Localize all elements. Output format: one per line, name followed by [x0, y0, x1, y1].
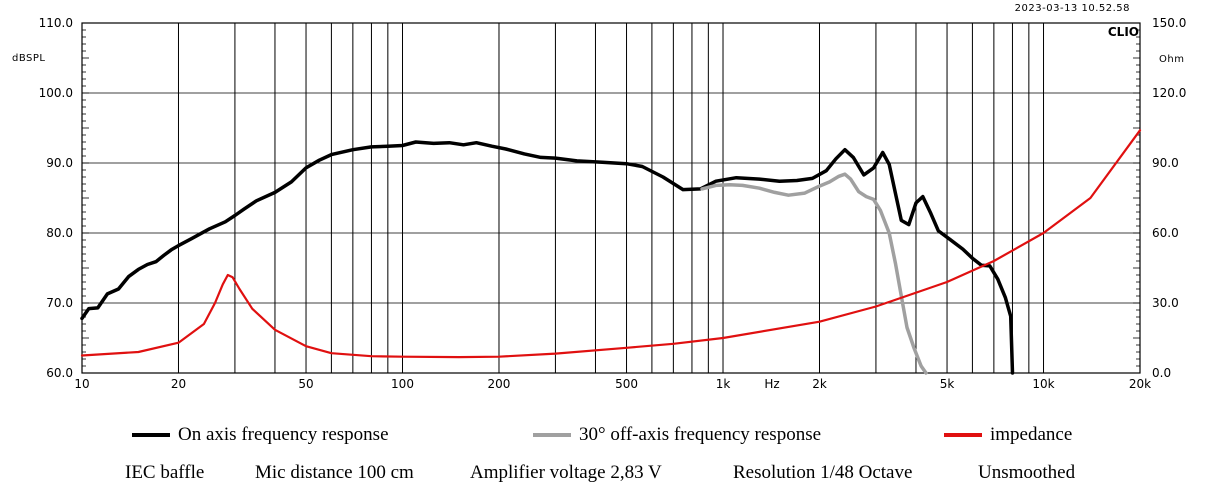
left-tick-label: 110.0 — [39, 16, 73, 30]
legend-swatch-impedance — [944, 433, 982, 437]
x-tick-label: 5k — [940, 377, 955, 391]
x-axis-unit: Hz — [764, 377, 779, 391]
meta-baffle: IEC baffle — [125, 462, 205, 483]
x-tick-label: 20k — [1129, 377, 1151, 391]
x-tick-label: 100 — [391, 377, 414, 391]
x-tick-label: 20 — [171, 377, 186, 391]
chart-axis-labels: 60.0 70.0 80.0 90.0 100.0 110.0 0.0 30.0 60.0 90.… — [39, 16, 1187, 391]
legend-swatch-on-axis — [132, 433, 170, 437]
legend-label-off-axis: 30° off-axis frequency response — [579, 424, 822, 445]
right-tick-label: 150.0 — [1152, 16, 1186, 30]
left-tick-label: 100.0 — [39, 86, 73, 100]
legend-label-on-axis: On axis frequency response — [178, 424, 389, 445]
brand-label: CLIO — [1108, 25, 1139, 39]
legend-item-impedance: impedance — [944, 424, 1072, 446]
off-axis-response-line — [700, 172, 928, 375]
left-tick-label: 60.0 — [46, 366, 73, 380]
right-tick-label: 120.0 — [1152, 86, 1186, 100]
meta-amplifier-voltage: Amplifier voltage 2,83 V — [470, 462, 662, 483]
measurement-info: IEC baffle Mic distance 100 cm Amplifier… — [0, 462, 1224, 486]
x-tick-label: 500 — [615, 377, 638, 391]
x-tick-label: 10k — [1032, 377, 1054, 391]
right-tick-label: 0.0 — [1152, 366, 1171, 380]
legend-item-on-axis: On axis frequency response — [132, 424, 389, 446]
legend-swatch-off-axis — [533, 433, 571, 437]
frequency-response-chart: 60.0 70.0 80.0 90.0 100.0 110.0 0.0 30.0 60.0 90.… — [12, 3, 1187, 391]
left-tick-label: 90.0 — [46, 156, 73, 170]
x-tick-label: 1k — [716, 377, 731, 391]
impedance-line — [80, 129, 1142, 359]
meta-smoothing: Unsmoothed — [978, 462, 1076, 483]
x-tick-label: 10 — [74, 377, 89, 391]
right-tick-label: 60.0 — [1152, 226, 1179, 240]
chart-timestamp: 2023-03-13 10.52.58 — [1015, 3, 1130, 14]
chart-series-layer — [80, 129, 1142, 375]
left-tick-label: 80.0 — [46, 226, 73, 240]
meta-mic-distance: Mic distance 100 cm — [255, 462, 414, 483]
legend: On axis frequency response 30° off-axis … — [0, 424, 1224, 448]
meta-resolution: Resolution 1/48 Octave — [733, 462, 913, 483]
right-axis-unit: Ohm — [1159, 54, 1184, 65]
legend-label-impedance: impedance — [990, 424, 1073, 445]
x-tick-label: 2k — [812, 377, 827, 391]
chart-grid — [81, 22, 1141, 374]
right-tick-label: 30.0 — [1152, 296, 1179, 310]
plot-frame — [81, 22, 1141, 374]
right-tick-label: 90.0 — [1152, 156, 1179, 170]
left-axis-unit: dBSPL — [12, 53, 45, 64]
left-tick-label: 70.0 — [46, 296, 73, 310]
x-tick-label: 200 — [488, 377, 511, 391]
on-axis-response-line — [80, 140, 1015, 375]
x-tick-label: 50 — [298, 377, 313, 391]
legend-item-off-axis: 30° off-axis frequency response — [533, 424, 821, 446]
